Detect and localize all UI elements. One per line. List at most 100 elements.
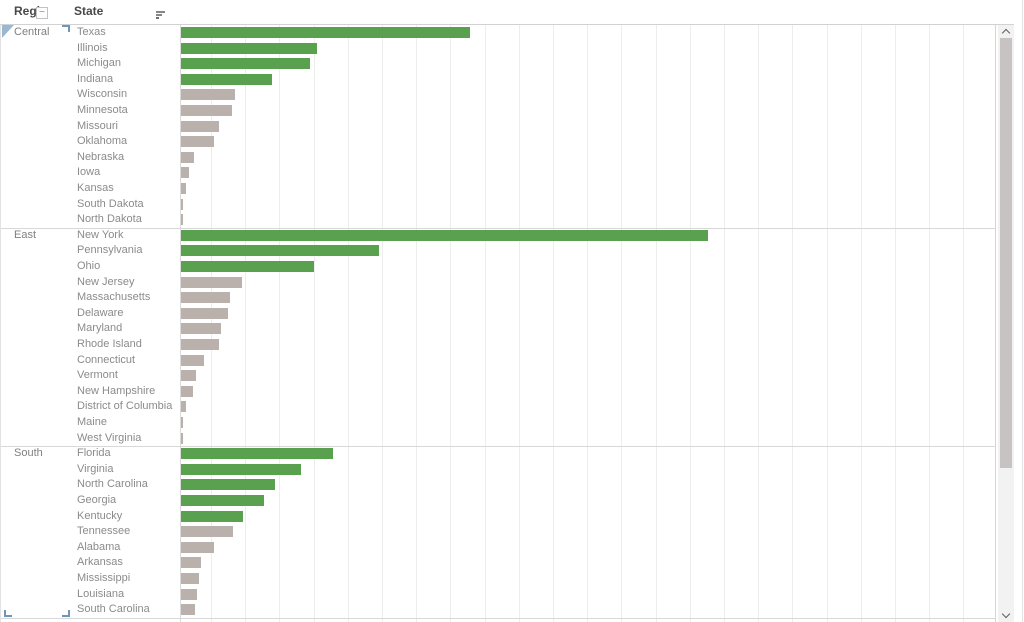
state-label[interactable]: Virginia <box>77 462 114 475</box>
sales-bar[interactable] <box>181 354 204 366</box>
state-label[interactable]: Arkansas <box>77 556 123 569</box>
sales-bar[interactable] <box>181 541 214 553</box>
sales-bar[interactable] <box>181 463 301 475</box>
sales-bar[interactable] <box>181 323 221 335</box>
scrollbar-thumb[interactable] <box>1000 38 1012 468</box>
sales-bar[interactable] <box>181 198 183 210</box>
state-label[interactable]: North Carolina <box>77 478 148 491</box>
state-row: Kentucky <box>1 509 995 525</box>
state-label[interactable]: Ohio <box>77 259 101 272</box>
sales-bar[interactable] <box>181 58 310 70</box>
sales-bar[interactable] <box>181 604 195 616</box>
state-label[interactable]: Illinois <box>77 41 108 54</box>
sales-bar[interactable] <box>181 479 275 491</box>
sales-bar[interactable] <box>181 214 183 226</box>
sales-bar[interactable] <box>181 572 199 584</box>
sales-bar[interactable] <box>181 27 470 38</box>
state-label[interactable]: Florida <box>77 447 111 460</box>
sort-bar <box>156 14 162 16</box>
sales-bar[interactable] <box>181 432 183 444</box>
gridline <box>279 25 281 622</box>
state-row: Florida <box>1 446 995 462</box>
scroll-down-button[interactable] <box>998 608 1014 622</box>
state-row: New York <box>1 228 995 244</box>
state-label[interactable]: Maine <box>77 415 107 428</box>
sales-bar[interactable] <box>181 588 197 600</box>
sales-bar[interactable] <box>181 120 219 132</box>
state-label[interactable]: Nebraska <box>77 150 125 163</box>
state-label[interactable]: Pennsylvania <box>77 244 143 257</box>
sort-descending-icon[interactable] <box>156 11 166 20</box>
state-label[interactable]: Minnesota <box>77 103 128 116</box>
region-label[interactable]: South <box>14 447 43 460</box>
region-separator <box>1 228 995 229</box>
sales-bar[interactable] <box>181 338 219 350</box>
sales-bar[interactable] <box>181 416 183 428</box>
state-label[interactable]: District of Columbia <box>77 400 173 413</box>
state-label[interactable]: Louisiana <box>77 587 125 600</box>
state-label[interactable]: New Jersey <box>77 275 135 288</box>
sales-bar[interactable] <box>181 260 314 272</box>
sales-bar[interactable] <box>181 526 233 538</box>
sales-bar[interactable] <box>181 385 193 397</box>
state-field-header[interactable]: State <box>74 4 104 18</box>
sales-bar[interactable] <box>181 73 272 85</box>
state-label[interactable]: North Dakota <box>77 213 142 226</box>
state-label[interactable]: Kentucky <box>77 509 123 522</box>
state-label[interactable]: New Hampshire <box>77 384 156 397</box>
state-label[interactable]: Michigan <box>77 57 122 70</box>
state-label[interactable]: South Dakota <box>77 197 144 210</box>
state-label[interactable]: Delaware <box>77 306 124 319</box>
state-label[interactable]: Alabama <box>77 540 121 553</box>
state-row: Tennessee <box>1 524 995 540</box>
region-label[interactable]: Central <box>14 26 50 38</box>
sales-bar[interactable] <box>181 167 189 179</box>
scroll-up-button[interactable] <box>998 25 1014 39</box>
gridline <box>929 25 931 622</box>
region-label[interactable]: East <box>14 228 37 241</box>
state-label[interactable]: Georgia <box>77 493 117 506</box>
state-row: Ohio <box>1 259 995 275</box>
sales-bar[interactable] <box>181 182 186 194</box>
state-label[interactable]: South Carolina <box>77 603 150 616</box>
state-label[interactable]: Rhode Island <box>77 337 142 350</box>
state-label[interactable]: Wisconsin <box>77 88 128 101</box>
sales-bar[interactable] <box>181 245 379 257</box>
vertical-scrollbar[interactable] <box>998 25 1014 622</box>
gridline <box>860 25 862 622</box>
sales-bar[interactable] <box>181 494 264 506</box>
sales-bar[interactable] <box>181 136 214 148</box>
state-label[interactable]: New York <box>77 228 124 241</box>
state-label[interactable]: Connecticut <box>77 353 136 366</box>
state-label[interactable]: Oklahoma <box>77 135 128 148</box>
sales-bar[interactable] <box>181 448 333 460</box>
state-label[interactable]: Mississippi <box>77 571 131 584</box>
sales-bar[interactable] <box>181 104 232 116</box>
sales-bar[interactable] <box>181 42 317 54</box>
sales-bar[interactable] <box>181 510 243 522</box>
sales-bar[interactable] <box>181 401 186 413</box>
sales-bar[interactable] <box>181 557 201 569</box>
state-label[interactable]: Texas <box>77 26 106 38</box>
sales-bar[interactable] <box>181 151 194 163</box>
state-label[interactable]: Indiana <box>77 72 114 85</box>
sales-bar[interactable] <box>181 89 235 101</box>
state-row: Mississippi <box>1 571 995 587</box>
sales-bar[interactable] <box>181 276 242 288</box>
region-separator <box>1 618 995 619</box>
state-label[interactable]: Missouri <box>77 119 118 132</box>
state-label[interactable]: Kansas <box>77 181 114 194</box>
state-label[interactable]: Maryland <box>77 322 123 335</box>
state-label[interactable]: Tennessee <box>77 525 131 538</box>
sales-bar[interactable] <box>181 307 228 319</box>
gridline <box>518 25 520 622</box>
sales-bar[interactable] <box>181 229 708 241</box>
sales-bar[interactable] <box>181 292 230 304</box>
collapse-field-button[interactable]: − <box>36 7 48 19</box>
region-field-header[interactable]: Regi <box>14 4 41 18</box>
state-label[interactable]: Vermont <box>77 369 118 382</box>
state-label[interactable]: West Virginia <box>77 431 142 444</box>
state-label[interactable]: Massachusetts <box>77 291 151 304</box>
state-label[interactable]: Iowa <box>77 166 101 179</box>
sales-bar[interactable] <box>181 370 196 382</box>
